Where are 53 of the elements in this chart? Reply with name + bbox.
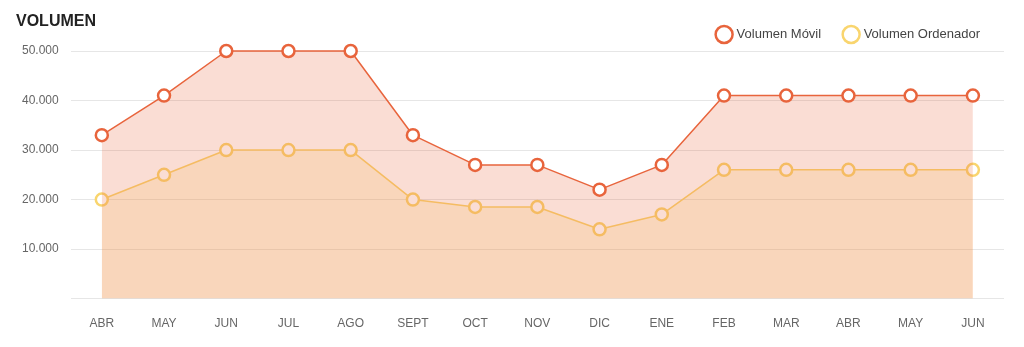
point <box>654 207 670 222</box>
chart-title: VOLUMEN <box>16 12 96 30</box>
y-tick-label: 30.000 <box>22 142 60 157</box>
point <box>778 162 794 178</box>
point <box>530 157 545 173</box>
x-tick-label: NOV <box>524 316 551 331</box>
y-tick-label: 10.000 <box>22 241 60 256</box>
x-tick-label: ENE <box>649 316 675 331</box>
point <box>156 167 172 183</box>
point <box>281 43 296 59</box>
y-tick-label: 40.000 <box>22 92 60 107</box>
point <box>903 88 918 103</box>
point <box>94 192 110 207</box>
point <box>405 127 421 143</box>
point <box>219 142 234 158</box>
point <box>405 192 421 207</box>
point <box>156 88 172 103</box>
x-tick-label: DIC <box>589 316 611 331</box>
x-tick-label: MAR <box>772 316 800 331</box>
x-tick-label: ABR <box>836 316 862 331</box>
point <box>903 162 918 178</box>
point <box>530 199 545 215</box>
point <box>965 162 981 178</box>
point <box>592 222 607 237</box>
x-tick-label: JUL <box>277 316 300 331</box>
point <box>841 162 856 178</box>
point <box>841 88 856 103</box>
point <box>778 88 794 103</box>
point <box>716 162 732 178</box>
x-tick-label: MAY <box>151 316 177 331</box>
x-tick-label: MAY <box>898 316 924 331</box>
point <box>716 88 732 103</box>
point <box>343 43 358 59</box>
x-tick-label: JUN <box>214 316 238 331</box>
y-tick-label: 20.000 <box>22 191 60 206</box>
legend-label: Volumen Ordenador <box>863 26 981 42</box>
point <box>592 182 607 197</box>
y-tick-label: 50.000 <box>22 43 60 58</box>
x-tick-label: OCT <box>462 316 489 331</box>
point <box>343 142 358 158</box>
x-tick-label: AGO <box>337 316 365 331</box>
point <box>281 142 296 158</box>
point <box>94 127 110 143</box>
point <box>219 43 234 59</box>
x-tick-label: SEPT <box>397 316 430 331</box>
legend-label: Volumen Móvil <box>736 26 822 42</box>
x-tick-label: FEB <box>712 316 736 331</box>
point <box>965 88 981 103</box>
x-tick-label: ABR <box>89 316 115 331</box>
point <box>467 199 483 215</box>
x-tick-label: JUN <box>961 316 985 331</box>
point <box>654 157 670 173</box>
point <box>467 157 483 173</box>
